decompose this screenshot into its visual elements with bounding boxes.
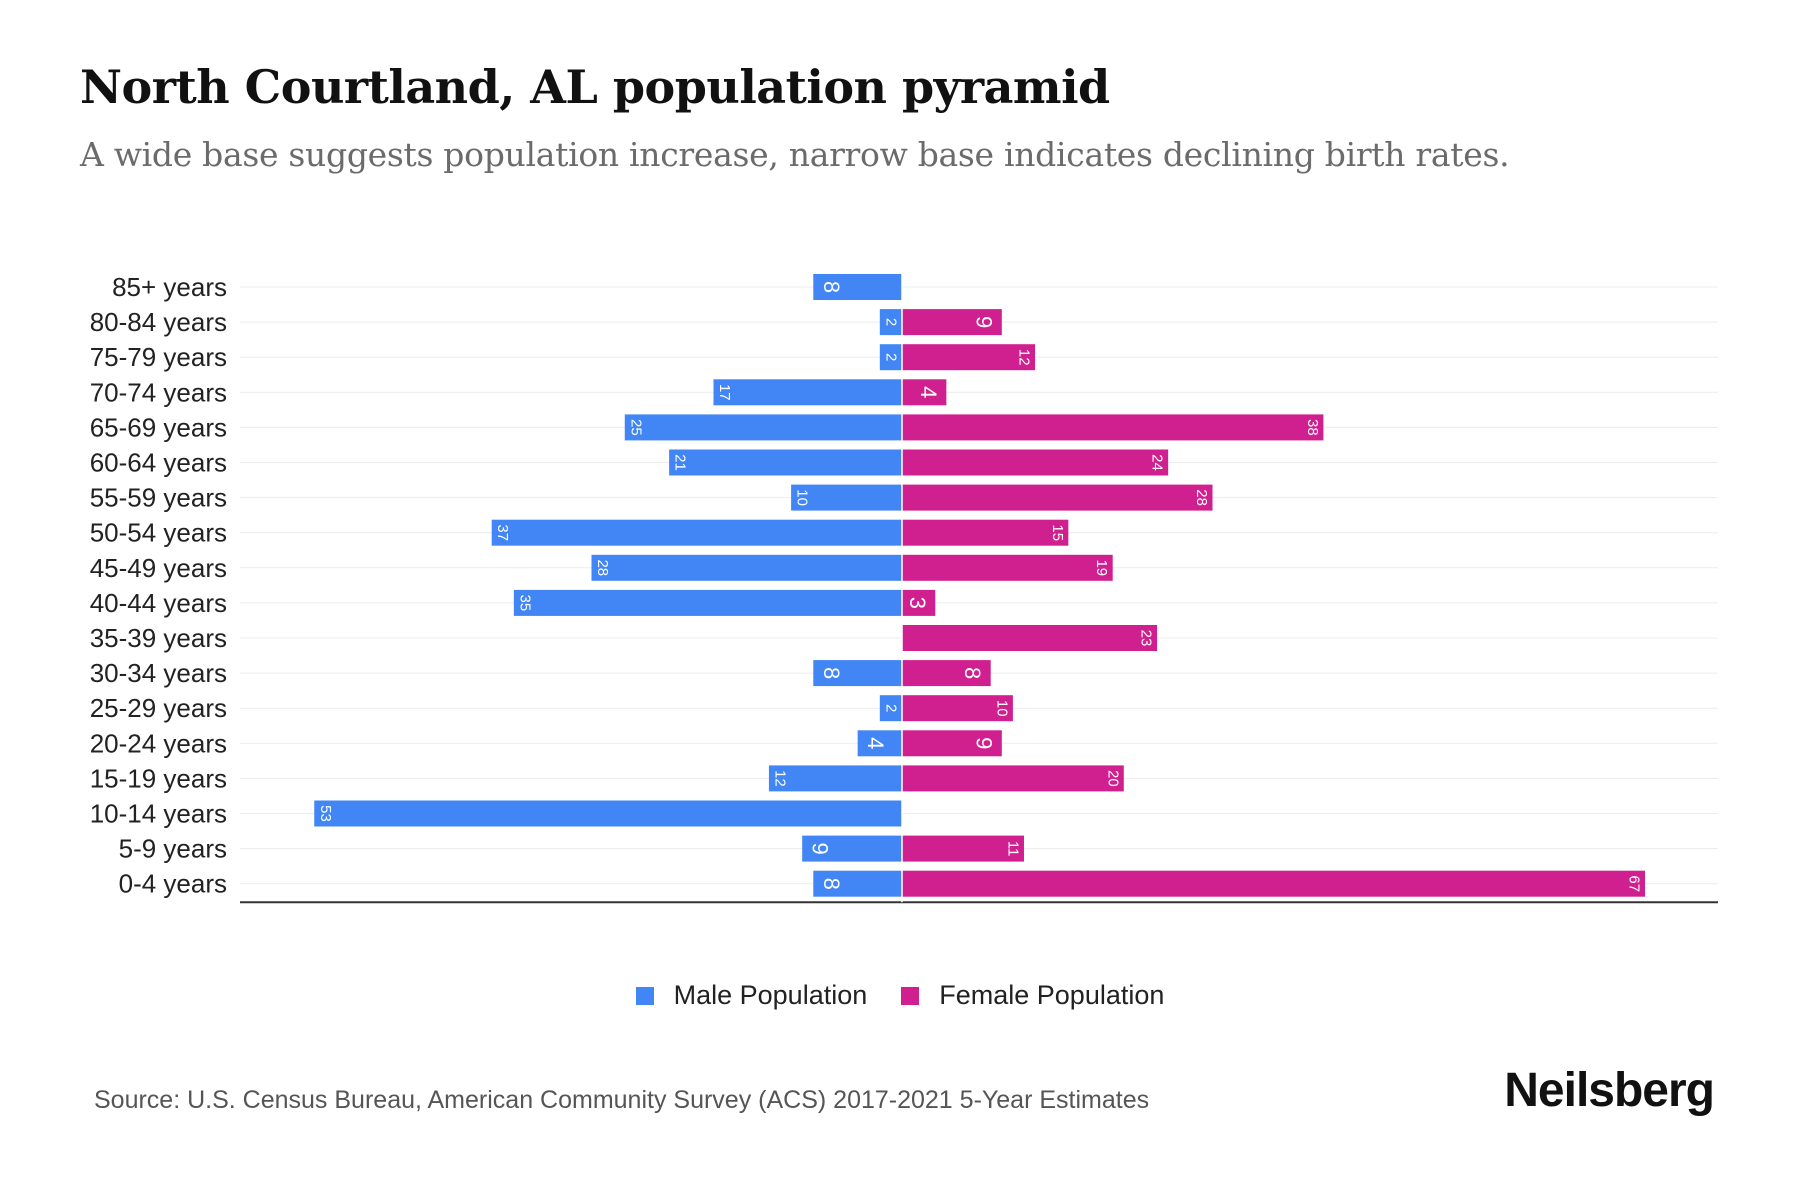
female-bar bbox=[902, 835, 1024, 862]
category-label: 80-84 years bbox=[90, 307, 227, 337]
chart-subtitle: A wide base suggests population increase… bbox=[80, 135, 1510, 174]
category-label: 20-24 years bbox=[90, 728, 227, 758]
female-value-label: 12 bbox=[1016, 349, 1033, 366]
legend-swatch-female bbox=[901, 986, 920, 1005]
male-bar bbox=[791, 484, 902, 511]
female-bar bbox=[902, 554, 1113, 581]
female-value-label: 24 bbox=[1149, 454, 1166, 471]
female-value-label: 23 bbox=[1138, 630, 1155, 647]
male-bar bbox=[813, 870, 902, 897]
chart-title: North Courtland, AL population pyramid bbox=[80, 60, 1110, 114]
category-label: 55-59 years bbox=[90, 483, 227, 513]
male-bar bbox=[591, 554, 902, 581]
category-label: 75-79 years bbox=[90, 342, 227, 372]
category-label: 30-34 years bbox=[90, 658, 227, 688]
male-bar bbox=[813, 274, 902, 300]
category-label: 25-29 years bbox=[90, 693, 227, 723]
female-bar bbox=[902, 695, 1013, 722]
male-bar bbox=[314, 800, 902, 827]
category-label: 0-4 years bbox=[119, 869, 227, 899]
male-bar bbox=[491, 519, 902, 546]
legend-item-male[interactable]: Male Population bbox=[635, 980, 868, 1011]
male-bar bbox=[624, 414, 902, 441]
male-bar bbox=[669, 449, 902, 476]
male-bar bbox=[879, 309, 902, 336]
male-value-label: 28 bbox=[594, 559, 611, 576]
category-label: 40-44 years bbox=[90, 588, 227, 618]
female-value-label: 4 bbox=[916, 386, 941, 398]
male-bar bbox=[879, 695, 902, 722]
female-value-label: 9 bbox=[971, 316, 996, 328]
female-bar bbox=[902, 730, 1002, 757]
male-value-label: 8 bbox=[819, 281, 844, 293]
category-label: 10-14 years bbox=[90, 799, 227, 829]
female-bar bbox=[902, 519, 1069, 546]
category-label: 35-39 years bbox=[90, 623, 227, 653]
female-bar bbox=[902, 344, 1036, 371]
female-value-label: 8 bbox=[960, 667, 985, 679]
female-value-label: 19 bbox=[1093, 559, 1110, 576]
male-value-label: 9 bbox=[808, 842, 833, 854]
legend: Male Population Female Population bbox=[0, 980, 1800, 1011]
male-value-label: 35 bbox=[516, 595, 533, 612]
female-bar bbox=[902, 379, 947, 406]
category-label: 45-49 years bbox=[90, 553, 227, 583]
male-bar bbox=[768, 765, 902, 792]
male-value-label: 10 bbox=[794, 489, 811, 506]
female-bar bbox=[902, 589, 936, 616]
category-label: 5-9 years bbox=[119, 834, 227, 864]
female-bar bbox=[902, 625, 1158, 651]
brand-logo: Neilsberg bbox=[1504, 1064, 1715, 1117]
male-bar bbox=[813, 660, 902, 687]
legend-swatch-male bbox=[635, 986, 654, 1005]
category-label: 70-74 years bbox=[90, 377, 227, 407]
male-value-label: 2 bbox=[882, 704, 899, 712]
female-bar bbox=[902, 660, 991, 687]
male-value-label: 37 bbox=[494, 524, 511, 541]
male-bar bbox=[713, 379, 902, 406]
female-value-label: 11 bbox=[1004, 841, 1021, 857]
category-label: 85+ years bbox=[112, 272, 227, 302]
legend-label-male: Male Population bbox=[673, 980, 868, 1010]
category-label: 60-64 years bbox=[90, 448, 227, 478]
male-bar bbox=[857, 730, 902, 757]
male-value-label: 12 bbox=[771, 770, 788, 787]
male-value-label: 4 bbox=[863, 737, 888, 749]
female-bar bbox=[902, 765, 1124, 792]
population-pyramid-chart: 85+ years 880-84 years 2 975-79 years 2 1270-… bbox=[90, 272, 1718, 904]
female-value-label: 20 bbox=[1104, 770, 1121, 787]
male-bar bbox=[513, 589, 902, 616]
female-bar bbox=[902, 870, 1645, 897]
male-value-label: 2 bbox=[882, 353, 899, 361]
category-label: 50-54 years bbox=[90, 518, 227, 548]
female-bar bbox=[902, 484, 1213, 511]
male-value-label: 17 bbox=[716, 384, 733, 401]
female-value-label: 9 bbox=[971, 737, 996, 749]
male-value-label: 25 bbox=[627, 419, 644, 436]
male-value-label: 2 bbox=[882, 318, 899, 326]
male-value-label: 53 bbox=[317, 805, 334, 822]
female-value-label: 3 bbox=[905, 597, 930, 609]
female-bar bbox=[902, 449, 1169, 476]
female-bar bbox=[902, 414, 1324, 441]
male-bar bbox=[802, 835, 902, 862]
male-value-label: 21 bbox=[672, 454, 689, 471]
source-note: Source: U.S. Census Bureau, American Com… bbox=[94, 1086, 1150, 1114]
male-value-label: 8 bbox=[819, 667, 844, 679]
female-value-label: 67 bbox=[1626, 875, 1643, 892]
female-value-label: 15 bbox=[1049, 524, 1066, 541]
male-value-label: 8 bbox=[819, 878, 844, 890]
female-bar bbox=[902, 309, 1002, 336]
legend-item-female[interactable]: Female Population bbox=[901, 980, 1164, 1011]
female-value-label: 28 bbox=[1193, 489, 1210, 506]
female-value-label: 10 bbox=[993, 700, 1010, 717]
category-label: 65-69 years bbox=[90, 412, 227, 442]
female-value-label: 38 bbox=[1304, 419, 1321, 436]
category-label: 15-19 years bbox=[90, 763, 227, 793]
legend-label-female: Female Population bbox=[939, 980, 1165, 1010]
male-bar bbox=[879, 344, 902, 371]
